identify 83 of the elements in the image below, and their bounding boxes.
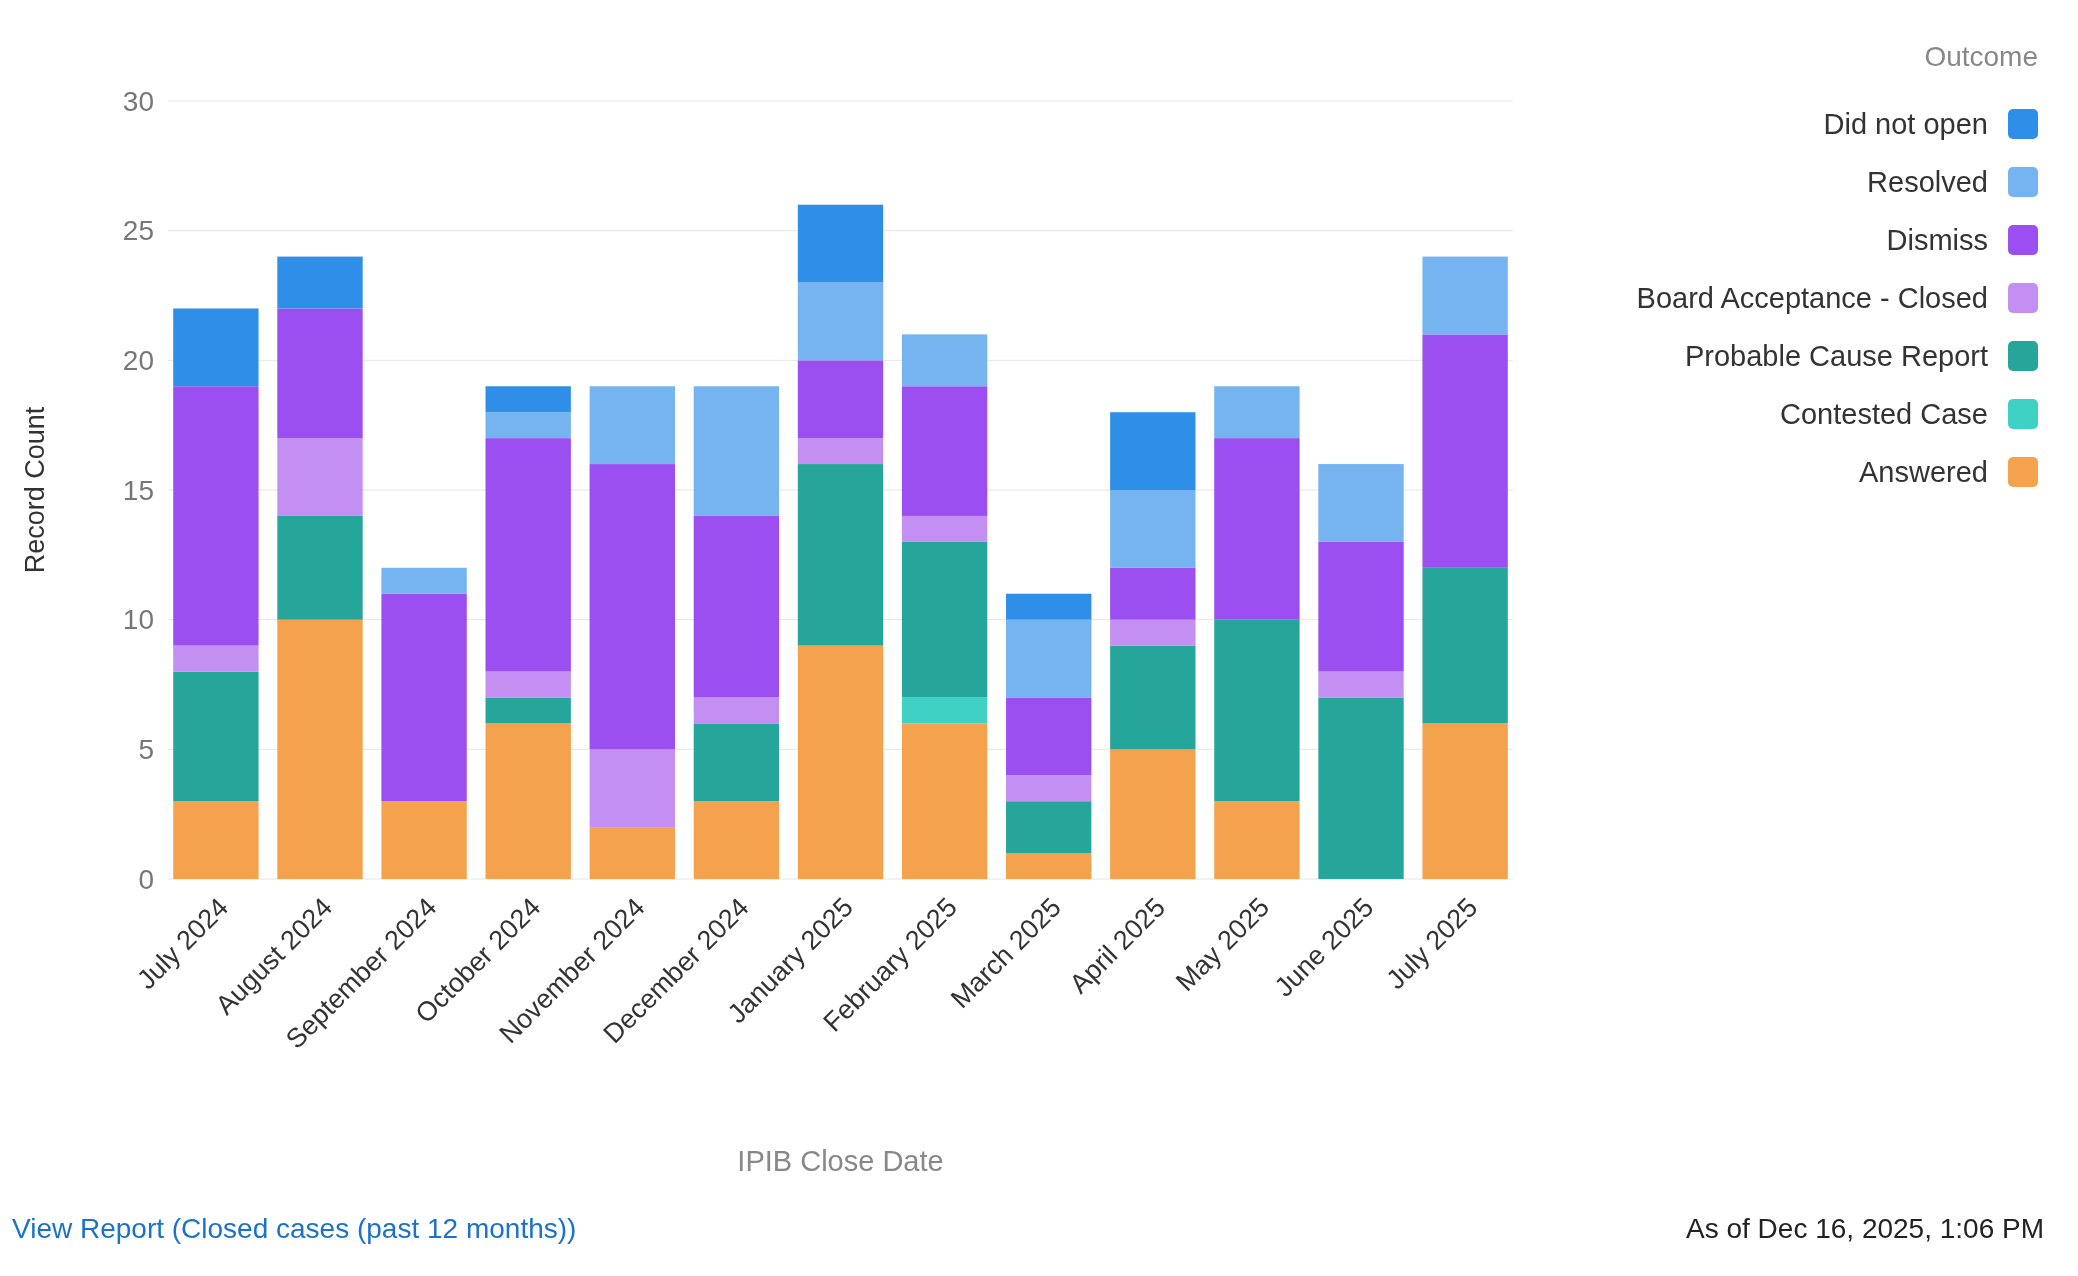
- bar: [485, 671, 571, 698]
- bar: [381, 567, 467, 594]
- bar: [1318, 464, 1404, 542]
- legend-label: Dismiss: [1886, 224, 1988, 257]
- bar: [1422, 723, 1508, 879]
- bar: [1006, 853, 1092, 879]
- bar: [1318, 541, 1404, 672]
- bar: [173, 308, 259, 387]
- y-tick-label: 0: [138, 863, 154, 895]
- bar: [485, 412, 571, 439]
- legend-label: Contested Case: [1780, 398, 1988, 431]
- bar: [1214, 438, 1300, 620]
- bar: [277, 515, 363, 620]
- bar: [1110, 619, 1196, 646]
- bar: [173, 645, 259, 672]
- bar: [693, 386, 780, 516]
- legend-label: Answered: [1859, 456, 1988, 489]
- bar: [1214, 386, 1300, 439]
- bar: [797, 464, 884, 646]
- bar: [381, 593, 467, 802]
- bar: [1110, 567, 1196, 620]
- legend-label: Did not open: [1823, 108, 1988, 141]
- bar: [1422, 334, 1508, 568]
- bar: [1110, 749, 1196, 879]
- bar: [277, 308, 363, 439]
- bar: [485, 723, 571, 879]
- bar: [1006, 619, 1092, 698]
- bar: [693, 801, 780, 879]
- bar: [173, 671, 259, 802]
- bar: [901, 386, 988, 516]
- bar: [1422, 567, 1508, 724]
- text: View Report (Closed cases (past 12 months)): [12, 1213, 577, 1244]
- bar: [901, 723, 988, 879]
- bar: [589, 827, 675, 879]
- bar: [485, 386, 571, 413]
- legend-label: Probable Cause Report: [1684, 340, 1988, 373]
- y-tick-label: 15: [122, 474, 154, 506]
- y-tick-label: 10: [122, 604, 154, 636]
- bar: [1006, 697, 1092, 776]
- bar: [797, 438, 884, 465]
- y-tick-label: 25: [122, 215, 154, 247]
- bar: [381, 801, 467, 879]
- bar: [1214, 619, 1300, 802]
- bar: [1006, 775, 1092, 802]
- bar: [693, 515, 780, 698]
- bar: [1110, 412, 1196, 490]
- bar: [901, 697, 988, 724]
- bar: [1110, 490, 1196, 568]
- bar: [797, 360, 884, 439]
- bar: [589, 464, 675, 750]
- legend-label: Board Acceptance - Closed: [1636, 282, 1988, 315]
- y-axis-title: Record Count: [20, 406, 50, 574]
- bar: [1110, 645, 1196, 750]
- bar: [173, 801, 259, 879]
- bar: [797, 645, 884, 879]
- bar: [485, 697, 571, 724]
- bar: [1006, 801, 1092, 854]
- y-tick-label: 5: [138, 734, 154, 766]
- bar: [1318, 671, 1404, 698]
- legend-title: Outcome: [1924, 41, 2038, 72]
- bar: [1214, 801, 1300, 879]
- bar: [901, 541, 988, 698]
- bar: [901, 515, 988, 542]
- bar: [797, 204, 884, 283]
- x-axis-title: IPIB Close Date: [737, 1145, 944, 1177]
- bar: [1006, 593, 1092, 620]
- y-tick-label: 20: [122, 345, 154, 377]
- bar: [277, 256, 363, 309]
- y-tick-label: 30: [122, 85, 154, 117]
- bar: [693, 723, 780, 802]
- bar: [589, 386, 675, 465]
- bar: [1318, 697, 1404, 879]
- bar: [797, 282, 884, 361]
- bar: [1422, 256, 1508, 335]
- bar: [277, 438, 363, 516]
- bar: [589, 749, 675, 828]
- bar: [693, 697, 780, 724]
- bar: [485, 438, 571, 672]
- bar: [173, 386, 259, 646]
- legend-label: Resolved: [1867, 166, 1988, 199]
- text: As of Dec 16, 2025, 1:06 PM: [1686, 1213, 2044, 1244]
- bar: [901, 334, 988, 387]
- bar: [277, 619, 363, 879]
